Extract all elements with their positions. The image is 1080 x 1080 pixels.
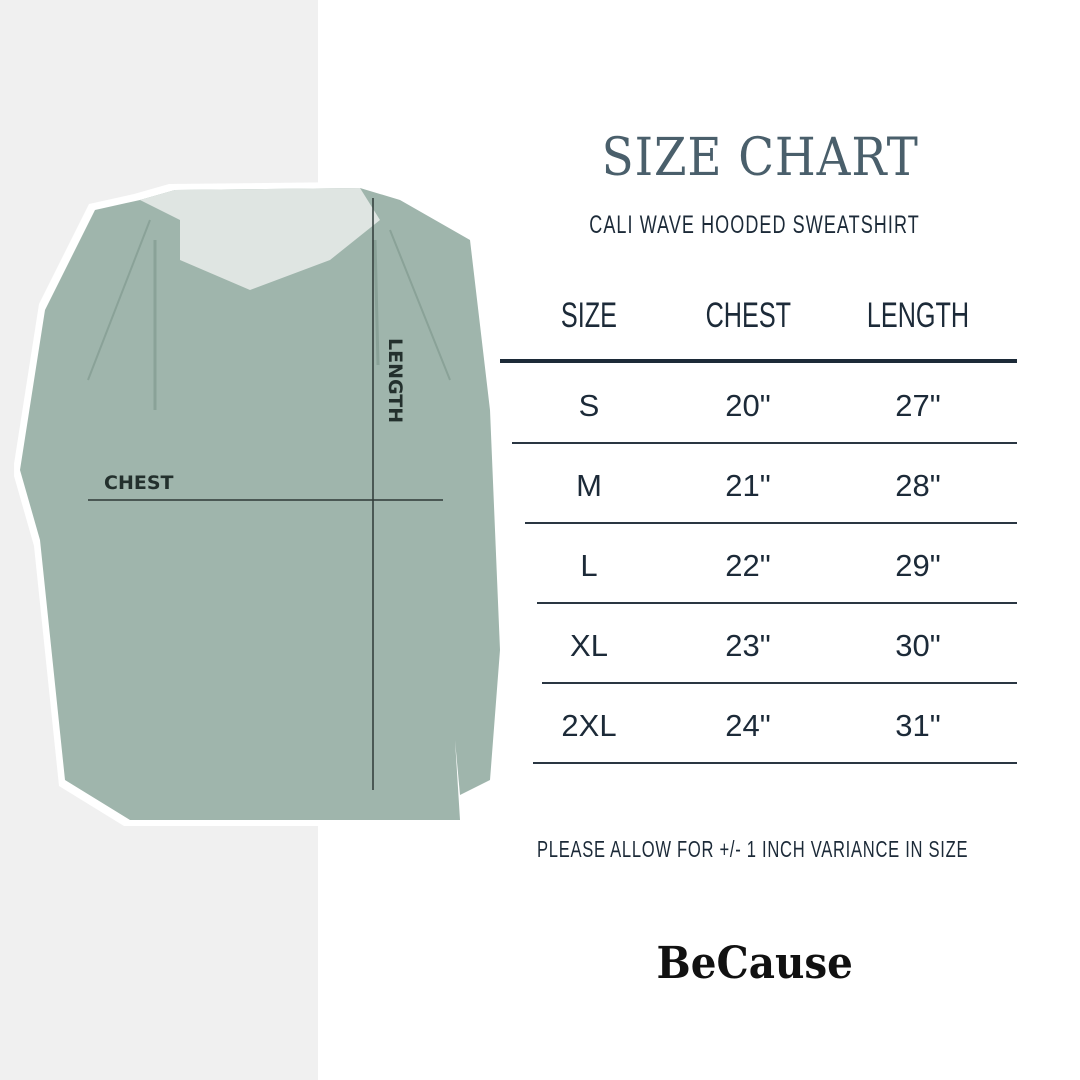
sleeve-seam-right [389,229,451,381]
hood-lining [140,188,380,290]
size-cell: 2XL [561,708,617,743]
length-cell: 29" [895,548,941,583]
header-chest: CHEST [705,296,791,335]
length-cell: 28" [895,468,941,503]
length-label: LENGTH [384,338,406,424]
length-cell: 30" [895,628,941,663]
row-divider [533,762,1017,764]
chest-cell: 20" [725,388,771,423]
chest-cell: 21" [725,468,771,503]
length-cell: 27" [895,388,941,423]
drawstring-right [373,239,380,366]
size-cell: M [576,468,602,503]
chest-cell: 23" [725,628,771,663]
chest-cell: 24" [725,708,771,743]
page-title: SIZE CHART [601,128,919,188]
header-size: SIZE [560,296,617,335]
hoodie-body [20,188,500,820]
row-divider [537,602,1017,604]
brand-logo: BeCause [656,938,854,989]
hoodie-illustration [20,188,500,820]
chest-label: CHEST [104,472,174,494]
product-subtitle: CALI WAVE HOODED SWEATSHIRT [589,211,921,239]
row-divider [525,522,1017,524]
size-cell: L [580,548,598,583]
chest-cell: 22" [725,548,771,583]
row-divider [542,682,1017,684]
variance-note: PLEASE ALLOW FOR +/- 1 INCH VARIANCE IN … [537,836,969,862]
header-divider [500,359,1017,363]
length-cell: 31" [895,708,941,743]
header-length: LENGTH [866,296,970,335]
size-cell: S [578,388,600,423]
size-cell: XL [570,628,608,663]
row-divider [512,442,1017,444]
sleeve-seam-left [87,219,151,381]
